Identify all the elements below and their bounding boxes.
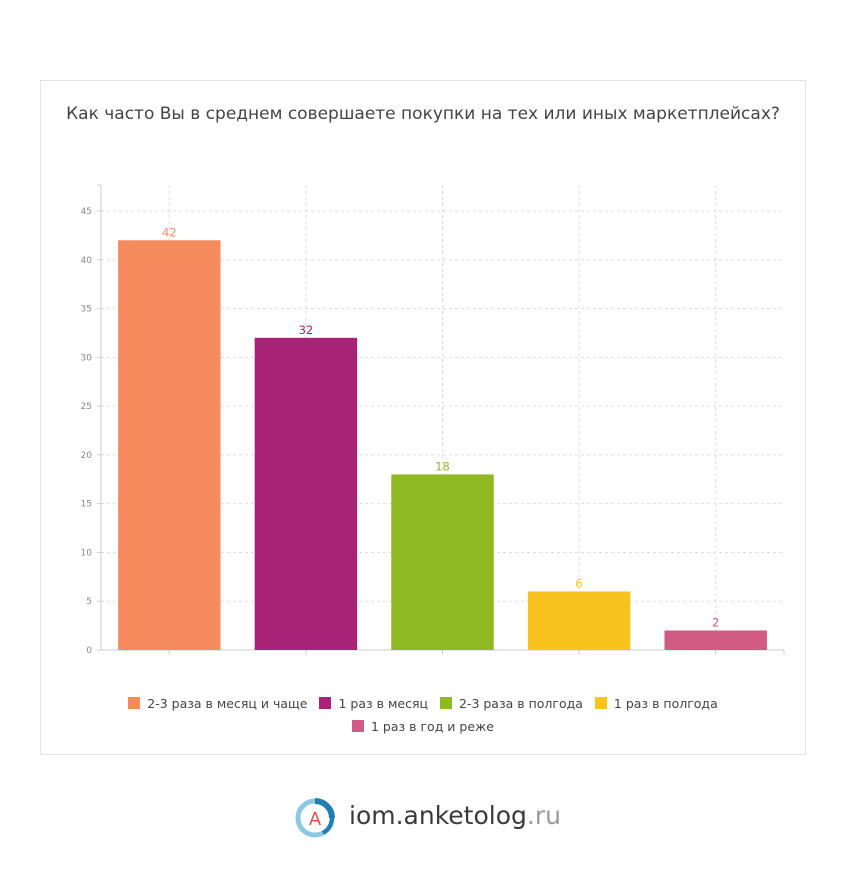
y-tick-label: 5 [86,597,92,607]
data-label: 18 [435,459,450,473]
y-tick-label: 45 [81,207,92,217]
y-tick-label: 35 [81,305,92,315]
y-tick-label: 30 [81,353,93,363]
legend-label: 1 раз в полгода [613,696,718,711]
legend-item[interactable]: 1 раз в полгода [594,692,718,715]
logo-letter: A [309,809,322,830]
bar [391,474,494,650]
legend-swatch [594,697,607,709]
legend-item[interactable]: 2-3 раза в полгода [439,692,583,715]
bar [527,591,631,650]
legend-item[interactable]: 1 раз в год и реже [352,715,494,738]
legend-item[interactable]: 2-3 раза в месяц и чаще [128,692,307,715]
data-label: 2 [712,615,719,629]
bar [254,337,358,650]
y-tick-label: 0 [86,646,92,656]
legend-label: 2-3 раза в месяц и чаще [147,696,308,711]
legend-swatch [319,697,332,709]
legend-item[interactable]: 1 раз в месяц [319,692,428,715]
chart-title: Как часто Вы в среднем совершаете покупк… [66,104,780,124]
legend-label: 1 раз в месяц [338,696,428,711]
legend-swatch [352,720,364,732]
data-label: 42 [162,225,177,239]
legend-label: 2-3 раза в полгода [458,696,583,711]
y-tick-label: 15 [81,500,92,510]
logo-suffix: .ru [526,801,561,830]
logo-name: iom.anketolog [349,801,527,830]
legend-swatch [128,697,141,709]
data-label: 32 [299,323,314,337]
bar [118,240,221,650]
y-tick-label: 40 [81,256,93,266]
bar [664,630,767,650]
legend-swatch [439,697,452,709]
y-tick-label: 10 [81,548,93,558]
data-label: 6 [575,576,582,590]
legend: 2-3 раза в месяц и чаще 1 раз в месяц 2-3 … [60,692,786,738]
legend-label: 1 раз в год и реже [371,719,494,734]
anketolog-logo-icon: A [295,798,335,838]
data-labels: 42 32 18 6 2 [162,225,719,629]
y-tick-label: 20 [81,451,93,461]
y-tick-labels: 0 5 10 15 20 25 30 35 40 45 [81,207,93,656]
logo-text: iom.anketolog.ru [349,799,561,833]
bars [118,240,767,650]
y-tick-label: 25 [81,402,92,412]
